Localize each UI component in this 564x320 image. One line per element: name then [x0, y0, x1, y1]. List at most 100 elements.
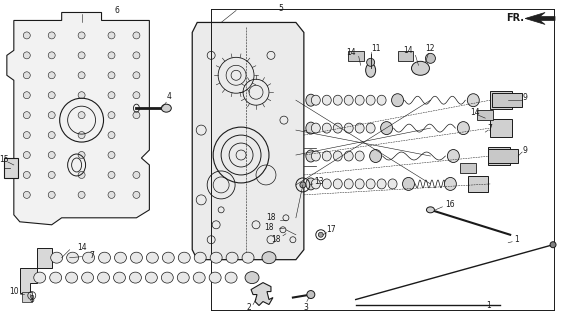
Circle shape — [78, 72, 85, 79]
Circle shape — [108, 52, 115, 59]
Bar — [460, 163, 476, 173]
Ellipse shape — [98, 272, 109, 283]
Circle shape — [550, 242, 556, 248]
Ellipse shape — [322, 179, 331, 189]
Circle shape — [48, 92, 55, 99]
Circle shape — [78, 152, 85, 158]
Ellipse shape — [344, 179, 353, 189]
Ellipse shape — [322, 123, 331, 133]
Circle shape — [133, 172, 140, 179]
Ellipse shape — [194, 252, 206, 263]
Ellipse shape — [355, 179, 364, 189]
Ellipse shape — [344, 95, 353, 105]
Ellipse shape — [311, 123, 320, 133]
Ellipse shape — [377, 179, 386, 189]
Circle shape — [133, 32, 140, 39]
Ellipse shape — [147, 252, 158, 263]
Bar — [398, 51, 413, 61]
Polygon shape — [192, 22, 304, 260]
Ellipse shape — [114, 252, 126, 263]
Ellipse shape — [366, 123, 375, 133]
Ellipse shape — [403, 178, 415, 190]
Ellipse shape — [381, 122, 393, 135]
Ellipse shape — [67, 252, 78, 263]
Circle shape — [307, 291, 315, 299]
Circle shape — [133, 112, 140, 119]
Circle shape — [108, 112, 115, 119]
Circle shape — [23, 32, 30, 39]
Circle shape — [48, 72, 55, 79]
Ellipse shape — [162, 252, 174, 263]
Circle shape — [48, 172, 55, 179]
Ellipse shape — [177, 272, 190, 283]
Ellipse shape — [311, 151, 320, 161]
Text: 2: 2 — [246, 303, 252, 312]
Ellipse shape — [322, 151, 331, 161]
Ellipse shape — [306, 122, 316, 134]
Bar — [348, 51, 364, 61]
Ellipse shape — [306, 94, 316, 106]
Bar — [22, 292, 32, 301]
Text: 1: 1 — [486, 301, 491, 310]
Text: 5: 5 — [279, 4, 283, 13]
Ellipse shape — [34, 272, 46, 283]
Circle shape — [78, 52, 85, 59]
Ellipse shape — [262, 252, 276, 264]
Circle shape — [48, 112, 55, 119]
Ellipse shape — [99, 252, 111, 263]
Text: 16: 16 — [446, 200, 455, 209]
Ellipse shape — [366, 95, 375, 105]
Ellipse shape — [306, 150, 316, 162]
Ellipse shape — [447, 149, 459, 163]
Text: 14: 14 — [346, 48, 355, 57]
Ellipse shape — [444, 178, 456, 190]
Ellipse shape — [365, 63, 376, 77]
Ellipse shape — [130, 252, 142, 263]
Circle shape — [133, 92, 140, 99]
Ellipse shape — [369, 149, 382, 163]
Polygon shape — [37, 248, 52, 268]
Text: FR.: FR. — [506, 13, 524, 23]
Ellipse shape — [113, 272, 125, 283]
Circle shape — [23, 92, 30, 99]
Ellipse shape — [225, 272, 237, 283]
Bar — [488, 147, 510, 165]
Circle shape — [108, 132, 115, 139]
Ellipse shape — [333, 179, 342, 189]
Bar — [4, 158, 18, 178]
Ellipse shape — [311, 95, 320, 105]
Ellipse shape — [388, 179, 397, 189]
Polygon shape — [525, 12, 555, 24]
Circle shape — [108, 72, 115, 79]
Ellipse shape — [333, 95, 342, 105]
Circle shape — [133, 191, 140, 198]
Text: 3: 3 — [303, 303, 309, 312]
Ellipse shape — [193, 272, 205, 283]
Ellipse shape — [178, 252, 190, 263]
Circle shape — [78, 172, 85, 179]
Circle shape — [78, 191, 85, 198]
Text: 6: 6 — [114, 6, 119, 15]
Text: 11: 11 — [371, 44, 380, 53]
Text: 12: 12 — [426, 44, 435, 53]
Text: 10: 10 — [9, 287, 19, 296]
Ellipse shape — [322, 95, 331, 105]
Ellipse shape — [161, 272, 173, 283]
Polygon shape — [7, 12, 149, 225]
Circle shape — [108, 172, 115, 179]
Ellipse shape — [50, 272, 61, 283]
Ellipse shape — [377, 95, 386, 105]
Ellipse shape — [82, 272, 94, 283]
Ellipse shape — [245, 272, 259, 284]
Ellipse shape — [425, 53, 435, 63]
Text: 18: 18 — [266, 213, 276, 222]
Ellipse shape — [210, 252, 222, 263]
Circle shape — [23, 112, 30, 119]
Text: 15: 15 — [0, 156, 8, 164]
Ellipse shape — [65, 272, 78, 283]
Ellipse shape — [468, 94, 479, 107]
Circle shape — [48, 191, 55, 198]
Text: 7: 7 — [89, 251, 94, 260]
Ellipse shape — [355, 123, 364, 133]
Ellipse shape — [306, 178, 316, 190]
